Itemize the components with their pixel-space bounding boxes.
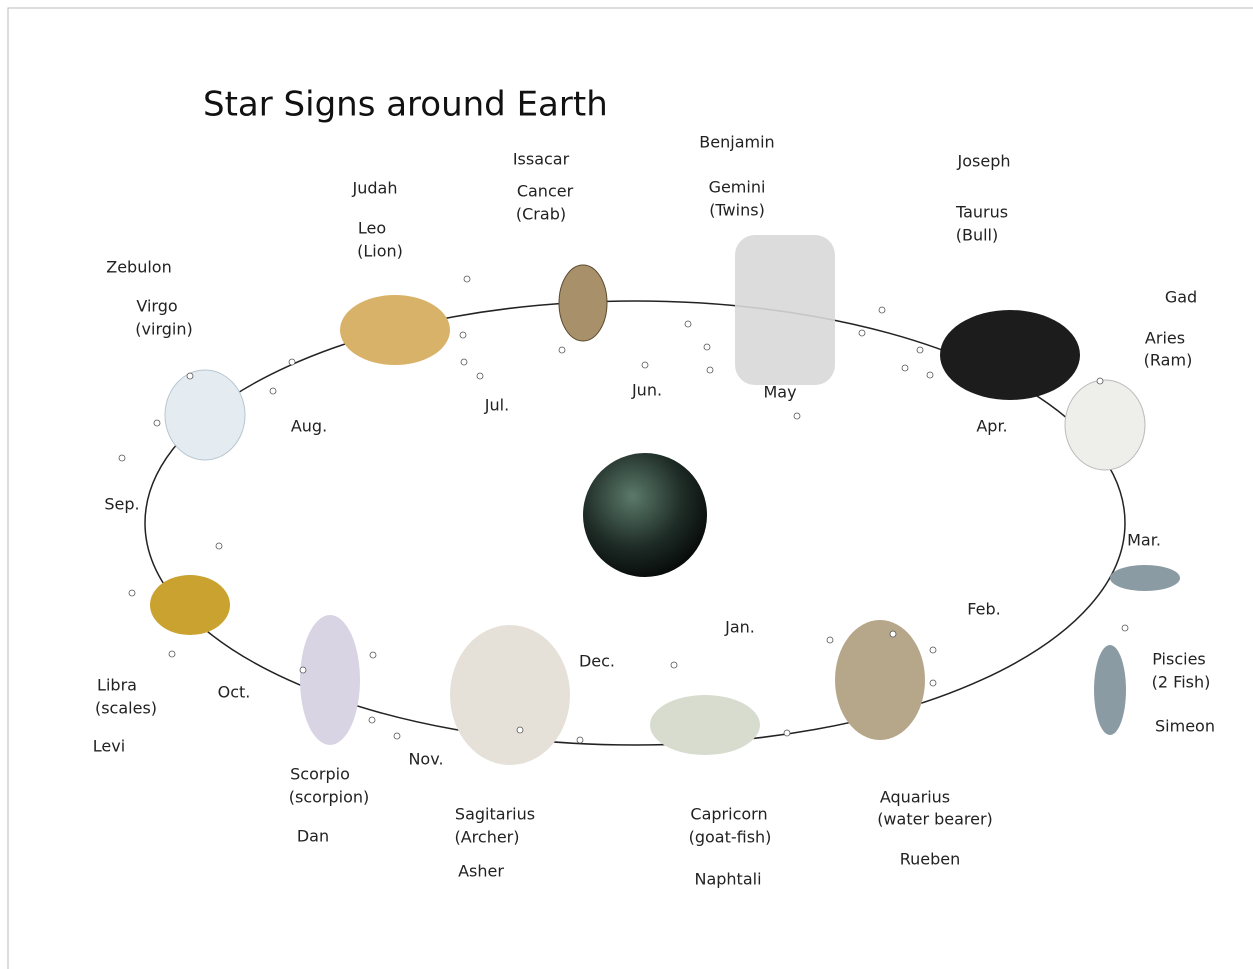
star bbox=[394, 733, 400, 739]
star bbox=[370, 652, 376, 658]
star bbox=[859, 330, 865, 336]
star bbox=[289, 359, 295, 365]
star bbox=[642, 362, 648, 368]
month-label: Apr. bbox=[976, 417, 1007, 436]
star bbox=[154, 420, 160, 426]
star bbox=[1097, 378, 1103, 384]
star bbox=[1122, 625, 1128, 631]
month-label: Sep. bbox=[104, 495, 139, 514]
star bbox=[129, 590, 135, 596]
star bbox=[927, 372, 933, 378]
star bbox=[477, 373, 483, 379]
star bbox=[300, 667, 306, 673]
star bbox=[270, 388, 276, 394]
month-label: Oct. bbox=[218, 683, 251, 702]
sign-description: (scorpion) bbox=[289, 788, 370, 807]
earth bbox=[583, 453, 707, 577]
sign-name: Aquarius bbox=[880, 788, 950, 807]
tribe-name: Naphtali bbox=[694, 870, 761, 889]
month-label: Dec. bbox=[579, 652, 615, 671]
month-label: May bbox=[763, 383, 796, 402]
tribe-name: Levi bbox=[93, 737, 125, 756]
sign-description: (Lion) bbox=[357, 242, 403, 261]
sign-description: (scales) bbox=[95, 699, 157, 718]
star bbox=[707, 367, 713, 373]
sign-name: Leo bbox=[358, 219, 386, 238]
sign-name: Piscies bbox=[1152, 650, 1206, 669]
star bbox=[890, 631, 896, 637]
star bbox=[517, 727, 523, 733]
star bbox=[902, 365, 908, 371]
sign-description: (Bull) bbox=[956, 226, 999, 245]
month-label: Jun. bbox=[631, 381, 662, 400]
star bbox=[119, 455, 125, 461]
month-label: Feb. bbox=[967, 600, 1000, 619]
sign-name: Capricorn bbox=[690, 805, 767, 824]
sign-description: (Crab) bbox=[516, 205, 566, 224]
tribe-name: Judah bbox=[352, 179, 398, 198]
sign-name: Gemini bbox=[709, 178, 766, 197]
sign-name: Taurus bbox=[955, 203, 1008, 222]
month-label: Jan. bbox=[724, 618, 755, 637]
month-label: Aug. bbox=[291, 417, 327, 436]
sign-description: (Twins) bbox=[709, 201, 765, 220]
star bbox=[461, 359, 467, 365]
star bbox=[169, 651, 175, 657]
star bbox=[827, 637, 833, 643]
star bbox=[369, 717, 375, 723]
month-label: Nov. bbox=[408, 750, 443, 769]
tribe-name: Issacar bbox=[513, 150, 570, 169]
sign-description: (Archer) bbox=[454, 828, 519, 847]
star bbox=[879, 307, 885, 313]
star bbox=[460, 332, 466, 338]
star bbox=[559, 347, 565, 353]
star bbox=[917, 347, 923, 353]
diagram: Star Signs around Earth Cancer (Crab) Issa… bbox=[0, 0, 1253, 969]
star bbox=[187, 373, 193, 379]
sign-name: Libra bbox=[97, 676, 137, 695]
tribe-name: Joseph bbox=[957, 152, 1011, 171]
star bbox=[930, 647, 936, 653]
sign-name: Scorpio bbox=[290, 765, 350, 784]
tribe-name: Asher bbox=[458, 862, 504, 881]
star bbox=[671, 662, 677, 668]
sign-name: Cancer bbox=[517, 182, 574, 201]
sign-description: (water bearer) bbox=[877, 810, 993, 829]
tribe-name: Gad bbox=[1165, 288, 1197, 307]
sign-description: (goat-fish) bbox=[689, 828, 772, 847]
tribe-name: Simeon bbox=[1155, 717, 1215, 736]
star bbox=[685, 321, 691, 327]
star bbox=[784, 730, 790, 736]
star bbox=[930, 680, 936, 686]
sign-description: (Ram) bbox=[1144, 351, 1193, 370]
tribe-name: Rueben bbox=[900, 850, 961, 869]
tribe-name: Dan bbox=[297, 827, 329, 846]
star bbox=[704, 344, 710, 350]
star bbox=[464, 276, 470, 282]
month-label: Jul. bbox=[484, 396, 509, 415]
sign-name: Sagitarius bbox=[455, 805, 535, 824]
sign-description: (2 Fish) bbox=[1152, 673, 1211, 692]
month-label: Mar. bbox=[1127, 531, 1161, 550]
star bbox=[216, 543, 222, 549]
sign-name: Virgo bbox=[136, 297, 177, 316]
tribe-name: Benjamin bbox=[699, 133, 774, 152]
sign-description: (virgin) bbox=[135, 320, 192, 339]
title: Star Signs around Earth bbox=[203, 85, 608, 125]
star bbox=[794, 413, 800, 419]
sign-name: Aries bbox=[1145, 329, 1185, 348]
star bbox=[577, 737, 583, 743]
tribe-name: Zebulon bbox=[106, 258, 171, 277]
